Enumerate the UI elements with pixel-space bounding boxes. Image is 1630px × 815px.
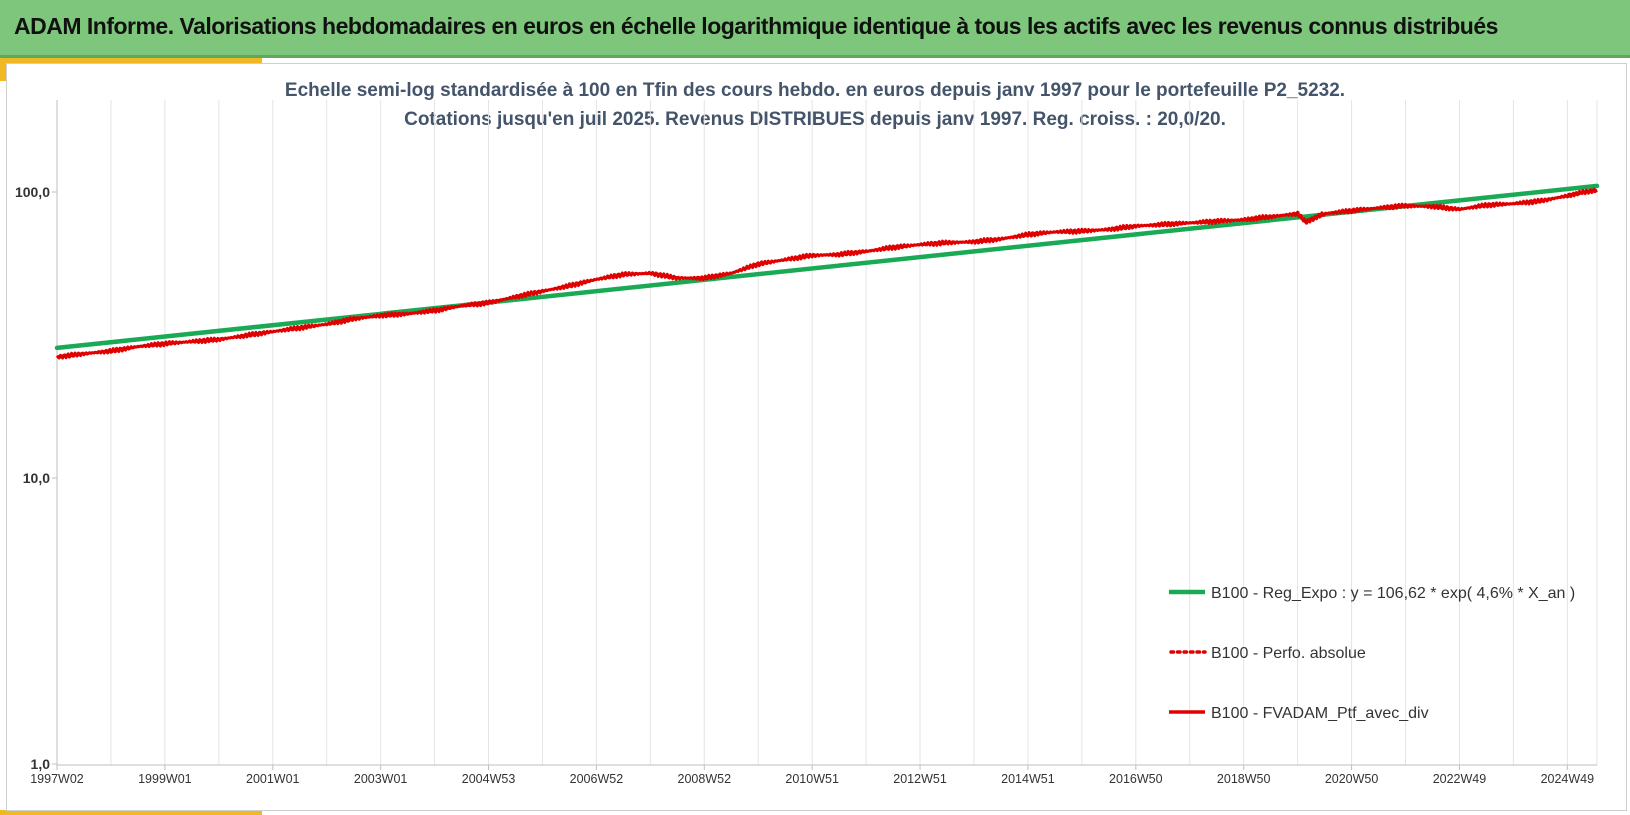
x-tick-label: 1997W02 (30, 772, 84, 786)
series-line-portfolio (55, 187, 1598, 360)
x-tick-label: 2020W50 (1325, 772, 1379, 786)
accent-bar-bottom (0, 810, 262, 815)
x-tick-label: 2018W50 (1217, 772, 1271, 786)
chart-frame (6, 63, 1627, 811)
x-tick-label: 2003W01 (354, 772, 408, 786)
x-tick-label: 2001W01 (246, 772, 300, 786)
axes (56, 100, 1597, 766)
accent-bar-top (0, 58, 262, 63)
series-lines (54, 183, 1600, 360)
x-tick-label: 2022W49 (1433, 772, 1487, 786)
legend-label: B100 - FVADAM_Ptf_avec_div (1211, 705, 1429, 722)
x-tick-label: 2010W51 (785, 772, 839, 786)
x-tick-label: 2008W52 (678, 772, 732, 786)
legend-label: B100 - Perfo. absolue (1211, 645, 1366, 662)
chart-title-line2: Cotations jusqu'en juil 2025. Revenus DI… (404, 109, 1226, 130)
y-tick-label: 1,0 (31, 756, 51, 772)
x-tick-label: 2014W51 (1001, 772, 1055, 786)
x-tick-labels: 1997W02 1999W01 2001W01 2003W01 2004W53 2006W… (30, 765, 1594, 786)
header-banner: ADAM Informe. Valorisations hebdomadaire… (0, 0, 1630, 58)
x-tick-label: 2016W50 (1109, 772, 1163, 786)
y-tick-label: 100,0 (15, 184, 50, 200)
page-title: ADAM Informe. Valorisations hebdomadaire… (14, 13, 1498, 39)
x-tick-label: 2006W52 (570, 772, 624, 786)
x-tick-label: 2004W53 (462, 772, 516, 786)
grid-lines (56, 100, 1598, 765)
legend-label: B100 - Reg_Expo : y = 106,62 * exp( 4,6%… (1211, 585, 1575, 602)
accent-bar-left (0, 63, 6, 81)
y-tick-labels: 1,0 10,0 100,0 (15, 184, 57, 772)
x-tick-label: 2024W49 (1541, 772, 1595, 786)
x-tick-label: 1999W01 (138, 772, 192, 786)
chart-title-line1: Echelle semi-log standardisée à 100 en T… (284, 80, 1346, 101)
y-tick-label: 10,0 (23, 470, 50, 486)
legend: B100 - Reg_Expo : y = 106,62 * exp( 4,6%… (1169, 585, 1575, 722)
x-tick-label: 2012W51 (893, 772, 947, 786)
